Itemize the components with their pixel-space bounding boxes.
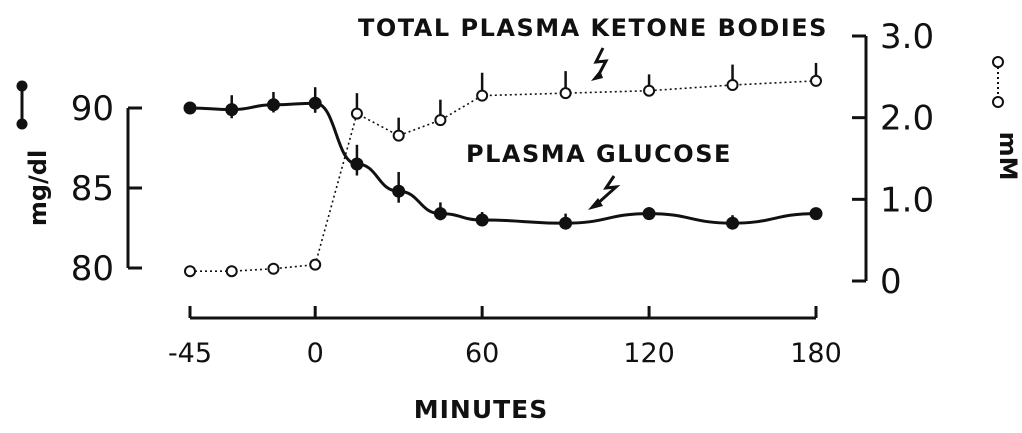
series-lines	[189, 80, 817, 272]
ketone-point	[559, 87, 572, 100]
y-right-tick-label: 2.0	[880, 99, 934, 139]
glucose-point	[350, 157, 364, 171]
y-right-tick-label: 1.0	[880, 180, 934, 220]
glucose-arrow	[595, 175, 621, 206]
series-label-ketones: TOTAL PLASMA KETONE BODIES	[358, 14, 828, 42]
ketone-arrowhead	[591, 70, 603, 81]
x-axis-title: MINUTES	[414, 395, 549, 424]
glucose-point	[183, 101, 197, 115]
x-tick-label: -45	[168, 338, 212, 369]
legend-filled-circle-icon	[16, 80, 28, 130]
y-right-tick-label: 3.0	[880, 17, 934, 57]
ketone-point	[267, 262, 280, 275]
glucose-point	[642, 207, 656, 221]
series-label-glucose: PLASMA GLUCOSE	[466, 140, 732, 168]
x-tick-label: 0	[307, 338, 324, 369]
ketone-point	[184, 265, 196, 278]
ketone-point	[643, 84, 656, 97]
x-tick-label: 60	[465, 338, 499, 369]
y-left-axis-title: mg/dl	[24, 150, 52, 226]
glucose-point	[809, 207, 823, 221]
ketone-point	[225, 265, 238, 278]
glucose-point	[433, 207, 447, 221]
axes	[126, 36, 868, 320]
glucose-point	[475, 213, 489, 227]
glucose-point	[308, 96, 322, 110]
y-left-tick-label: 80	[71, 249, 114, 289]
glucose-point	[225, 103, 239, 117]
glucose-point	[266, 98, 280, 112]
ketone-point	[350, 107, 363, 120]
ketone-arrow	[593, 47, 609, 77]
ketone-point	[392, 129, 405, 142]
ketone-point	[476, 89, 489, 102]
ketone-line	[190, 80, 817, 272]
glucose-point	[392, 184, 406, 198]
y-right-tick-label: 0	[880, 262, 902, 302]
y-left-tick-label: 90	[71, 89, 114, 129]
ketone-point	[434, 114, 447, 127]
x-tick-label: 120	[623, 338, 675, 369]
ketone-point	[726, 79, 739, 91]
y-left-tick-label: 85	[71, 169, 114, 209]
ticks: -45 0 60 120 180 80 85 90 0 1.0 2.0 3.0	[71, 17, 934, 369]
y-right-axis-title: mM	[994, 132, 1022, 181]
glucose-arrowhead	[588, 198, 603, 210]
ketone-point	[309, 258, 322, 271]
glucose-point	[559, 216, 573, 230]
x-tick-label: 180	[790, 338, 842, 369]
glucose-point	[726, 216, 740, 230]
data-points	[183, 74, 823, 278]
ketone-point	[810, 74, 822, 87]
legend-open-circle-icon	[992, 56, 1004, 108]
